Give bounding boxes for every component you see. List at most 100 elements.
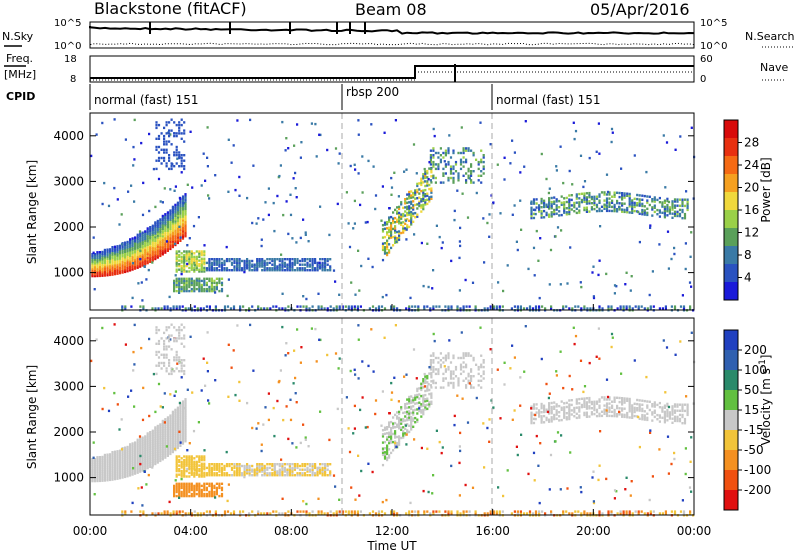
power-cell-speckle <box>292 177 295 180</box>
velocity-cell-afternoon-band <box>585 405 588 408</box>
power-cell-high-patch <box>447 176 450 180</box>
power-cell-mid-band <box>190 252 193 255</box>
power-cell-speckle <box>169 188 172 191</box>
power-cell-e-band <box>103 270 106 274</box>
velocity-cell-e-band <box>101 474 104 477</box>
power-cell-e-band <box>144 237 147 240</box>
power-cell-e-band <box>116 261 119 264</box>
power-cell-e-band <box>164 249 167 252</box>
power-cell-noon-spike <box>428 187 431 191</box>
power-cell-afternoon-band <box>600 191 604 194</box>
velocity-cell-afternoon-band <box>628 399 631 403</box>
power-cell-noon-spike <box>388 249 391 252</box>
velocity-cell-near-range <box>519 510 522 513</box>
velocity-cell-low-band <box>193 492 196 496</box>
power-cell-speckle <box>314 122 317 126</box>
power-cell-noon-spike <box>426 194 429 197</box>
velocity-cell-afternoon-band <box>540 404 543 408</box>
power-cell-noon-spike <box>408 197 411 200</box>
power-cell-afternoon-band <box>678 204 682 207</box>
velocity-cell-e-band <box>164 438 167 441</box>
velocity-cell-e-band <box>96 479 99 483</box>
velocity-cell-e-band <box>139 439 142 442</box>
velocity-cell-high-patch <box>470 368 473 371</box>
power-cell-e-band <box>93 269 96 272</box>
power-cell-e-band <box>116 270 119 273</box>
power-cell-noon-spike <box>383 221 387 224</box>
power-cell-speckle <box>381 295 384 299</box>
velocity-cell-mid-band <box>215 468 218 471</box>
velocity-cell-e-band <box>141 454 144 458</box>
power-cell-e-band <box>146 234 149 237</box>
velocity-cell-near-range <box>223 512 227 515</box>
power-cell-near-range <box>305 307 308 310</box>
power-cell-e-band <box>184 202 187 205</box>
power-cell-e-band <box>184 233 187 236</box>
velocity-cell-near-range <box>278 512 281 515</box>
power-cell-afternoon-band <box>638 202 641 205</box>
power-cell-afternoon-band <box>611 195 614 198</box>
power-cell-low-band <box>205 283 208 287</box>
power-cell-e-band <box>151 241 154 244</box>
velocity-cell-mid-band <box>195 460 198 464</box>
power-cell-afternoon-band <box>686 198 689 201</box>
velocity-cell-afternoon-band <box>555 417 558 420</box>
power-cell-speckle <box>582 185 585 189</box>
velocity-cell-mid-band <box>303 468 307 471</box>
velocity-cell-e-band <box>126 467 129 471</box>
power-cell-mid-band <box>258 261 261 265</box>
power-cell-speckle <box>295 196 298 199</box>
power-cell-afternoon-band <box>573 203 576 207</box>
power-cell-e-band <box>131 242 134 246</box>
power-cell-e-band <box>176 227 179 230</box>
power-cell-noon-spike <box>422 205 425 209</box>
velocity-cell-mid-band <box>271 474 274 477</box>
velocity-cell-near-range <box>341 512 344 515</box>
velocity-cell-high-patch <box>452 386 455 389</box>
velocity-cell-afternoon-band <box>618 396 621 400</box>
power-cell-afternoon-band <box>568 204 571 207</box>
power-cell-noon-spike <box>424 199 427 202</box>
power-cell-e-band <box>171 244 174 247</box>
velocity-cell-mid-band <box>303 472 307 475</box>
velocity-cell-e-band <box>176 435 179 439</box>
power-cell-e-band <box>113 260 117 263</box>
velocity-cell-afternoon-band <box>583 413 586 417</box>
velocity-cell-high-patch <box>452 384 455 387</box>
power-cell-noon-spike <box>426 176 429 179</box>
velocity-cell-e-band <box>136 442 139 445</box>
power-cell-low-band <box>173 283 176 287</box>
velocity-cell-mid-band <box>241 464 244 468</box>
power-cell-e-band <box>176 219 179 223</box>
power-cell-e-band <box>171 238 174 241</box>
power-cell-noon-spike <box>386 247 389 251</box>
velocity-cell-afternoon-band <box>550 410 553 413</box>
velocity-cell-e-band <box>103 455 106 458</box>
power-cell-e-band <box>129 240 132 243</box>
power-cell-low-band <box>185 281 188 285</box>
power-cell-e-band <box>93 253 96 256</box>
power-cell-e-band <box>161 234 164 238</box>
power-cell-low-band <box>203 283 206 287</box>
power-cell-noon-spike <box>404 206 407 209</box>
velocity-cell-mid-band <box>248 464 251 468</box>
power-cell-high-patch <box>462 147 465 150</box>
velocity-cell-low-band <box>173 494 176 498</box>
power-cell-speckle <box>282 213 285 217</box>
power-cell-afternoon-band <box>676 210 679 214</box>
power-cell-noon-spike <box>386 223 389 226</box>
power-cell-high-patch <box>447 179 450 182</box>
power-cell-low-band <box>173 281 176 285</box>
velocity-cell-mid-band <box>306 468 309 471</box>
power-cell-high-patch <box>459 160 463 164</box>
power-cell-mid-band <box>283 261 286 265</box>
velocity-cell-mid-band <box>190 468 193 471</box>
velocity-cell-e-band <box>124 446 127 449</box>
velocity-cell-near-range <box>393 510 396 513</box>
cpid-segment-2: rbsp 200 <box>346 85 399 99</box>
power-cell-e-band <box>141 231 144 234</box>
power-cell-e-band <box>171 233 174 236</box>
velocity-cell-noon-spike <box>388 433 391 437</box>
velocity-cell-noon-spike <box>416 389 419 393</box>
velocity-cell-e-band <box>146 457 149 461</box>
